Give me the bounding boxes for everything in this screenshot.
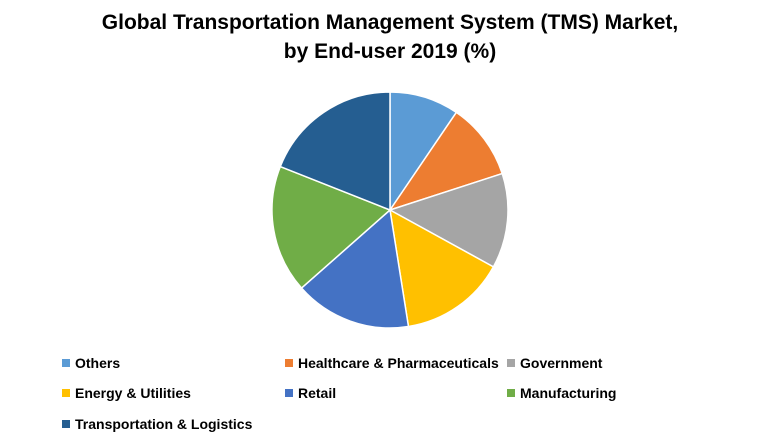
legend-swatch-others <box>62 359 70 367</box>
legend-label-government: Government <box>520 355 603 371</box>
legend-swatch-retail <box>285 389 293 397</box>
legend-label-energy: Energy & Utilities <box>75 385 191 401</box>
pie-slice-healthcare <box>389 111 503 211</box>
legend-swatch-manufacturing <box>507 389 515 397</box>
legend-label-manufacturing: Manufacturing <box>520 385 617 401</box>
legend-swatch-healthcare <box>285 359 293 367</box>
legend-label-healthcare: Healthcare & Pharmaceuticals <box>298 355 499 371</box>
legend-item-energy: Energy & Utilities <box>62 383 191 403</box>
chart-title: Global Transportation Management System … <box>0 8 780 66</box>
legend-item-retail: Retail <box>285 383 336 403</box>
pie-slice-transportation <box>279 91 391 211</box>
pie-slice-government <box>389 172 509 268</box>
legend-item-transportation: Transportation & Logistics <box>62 414 252 434</box>
legend-label-others: Others <box>75 355 121 371</box>
legend-item-healthcare: Healthcare & Pharmaceuticals <box>285 353 499 373</box>
legend-swatch-transportation <box>62 420 70 428</box>
pie-slice-retail <box>300 209 410 329</box>
legend-label-transportation: Transportation & Logistics <box>75 416 253 432</box>
legend-swatch-government <box>507 359 515 367</box>
legend-item-government: Government <box>507 353 602 373</box>
chart-title-line-2: by End-user 2019 (%) <box>283 40 497 63</box>
chart-title-line-1: Global Transportation Management System … <box>101 11 679 34</box>
legend-item-others: Others <box>62 353 120 373</box>
legend-item-manufacturing: Manufacturing <box>507 383 616 403</box>
pie-slice-energy <box>389 209 495 328</box>
legend-label-retail: Retail <box>298 385 337 401</box>
legend-swatch-energy <box>62 389 70 397</box>
pie-slice-manufacturing <box>271 165 391 289</box>
